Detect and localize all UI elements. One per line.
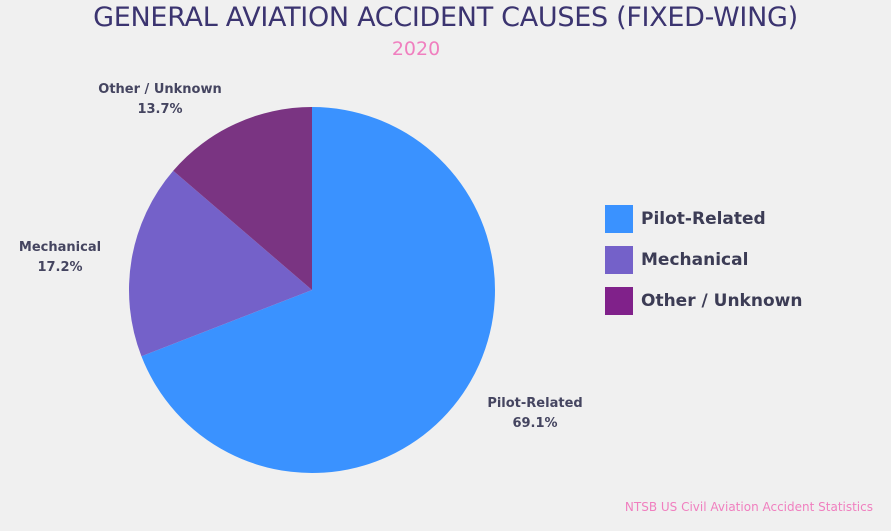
pie-slice-other-unknown[interactable] <box>173 107 312 290</box>
legend-swatch-mechanical <box>605 246 633 274</box>
pie-slice-labels: Pilot-Related 69.1% Mechanical 17.2% Other /… <box>19 82 583 431</box>
legend-label-other-unknown: Other / Unknown <box>641 291 803 311</box>
slice-label-name: Pilot-Related <box>487 396 582 411</box>
legend-swatch-other-unknown <box>605 287 633 315</box>
slice-label-value: 17.2% <box>37 260 82 275</box>
slice-label-value: 69.1% <box>512 416 557 431</box>
chart-subtitle: 2020 <box>391 38 441 60</box>
chart-title: GENERAL AVIATION ACCIDENT CAUSES (FIXED-… <box>93 2 798 33</box>
legend-label-pilot-related: Pilot-Related <box>641 209 766 229</box>
pie-slice-mechanical[interactable] <box>128 170 312 357</box>
legend-item-pilot-related[interactable]: Pilot-Related <box>605 205 802 233</box>
legend: Pilot-Related Mechanical Other / Unknown <box>605 205 802 328</box>
slice-label-value: 13.7% <box>137 102 182 117</box>
legend-item-other-unknown[interactable]: Other / Unknown <box>605 287 802 315</box>
legend-label-mechanical: Mechanical <box>641 250 749 270</box>
legend-swatch-pilot-related <box>605 205 633 233</box>
slice-label-name: Mechanical <box>19 240 101 255</box>
pie-slice-pilot-related[interactable] <box>141 107 495 474</box>
pie-slices <box>128 107 495 474</box>
legend-item-mechanical[interactable]: Mechanical <box>605 246 802 274</box>
source-note: NTSB US Civil Aviation Accident Statisti… <box>624 500 873 514</box>
slice-label-name: Other / Unknown <box>98 82 221 97</box>
